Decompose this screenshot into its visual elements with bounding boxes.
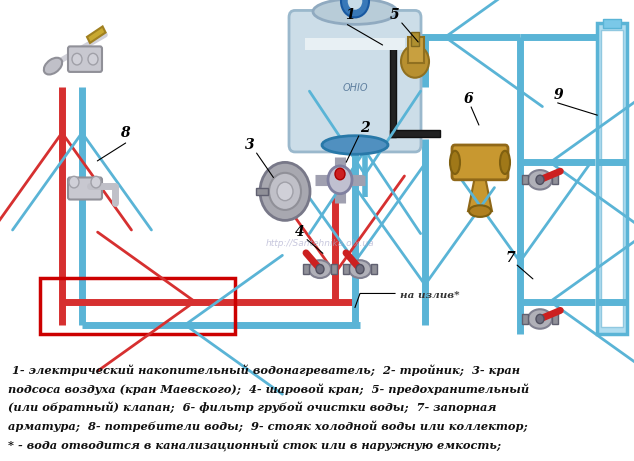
Text: 3: 3 — [245, 138, 255, 152]
Bar — [411, 32, 419, 47]
Circle shape — [335, 168, 345, 180]
Text: 1: 1 — [345, 8, 355, 22]
Ellipse shape — [313, 0, 397, 24]
Text: 4: 4 — [295, 225, 305, 239]
Bar — [597, 23, 627, 334]
Bar — [522, 314, 528, 324]
Bar — [305, 38, 405, 50]
Bar — [390, 44, 396, 137]
FancyBboxPatch shape — [68, 177, 102, 200]
Circle shape — [536, 175, 544, 184]
Bar — [371, 265, 377, 274]
Circle shape — [69, 176, 79, 188]
Circle shape — [536, 314, 544, 324]
Bar — [390, 130, 440, 137]
Ellipse shape — [500, 151, 510, 174]
Bar — [343, 265, 349, 274]
Text: 7: 7 — [505, 250, 515, 265]
Circle shape — [88, 53, 98, 65]
Bar — [603, 18, 621, 28]
Bar — [256, 188, 268, 195]
Text: 1- электрический накопительный водонагреватель;  2- тройник;  3- кран: 1- электрический накопительный водонагре… — [8, 364, 520, 376]
Ellipse shape — [450, 151, 460, 174]
Circle shape — [356, 265, 364, 274]
Bar — [40, 278, 235, 334]
FancyBboxPatch shape — [289, 11, 421, 152]
Bar — [522, 175, 528, 184]
Ellipse shape — [309, 260, 331, 278]
Text: 6: 6 — [463, 92, 473, 106]
Circle shape — [91, 176, 101, 188]
Bar — [552, 314, 558, 324]
Bar — [408, 37, 424, 63]
FancyBboxPatch shape — [452, 145, 508, 180]
Circle shape — [328, 166, 352, 194]
Ellipse shape — [528, 309, 552, 329]
Ellipse shape — [44, 58, 62, 75]
Bar — [601, 30, 623, 327]
Polygon shape — [468, 176, 492, 211]
Text: 2: 2 — [360, 121, 370, 135]
Text: http://Santehnika.olx.ua: http://Santehnika.olx.ua — [266, 239, 374, 248]
FancyBboxPatch shape — [68, 47, 102, 72]
Text: подсоса воздуха (кран Маевского);  4- шаровой кран;  5- предохранительный: подсоса воздуха (кран Маевского); 4- шар… — [8, 383, 529, 395]
Circle shape — [401, 45, 429, 78]
Circle shape — [260, 162, 310, 220]
Text: 5: 5 — [390, 8, 400, 22]
Circle shape — [341, 0, 369, 18]
Ellipse shape — [349, 260, 371, 278]
Circle shape — [277, 182, 293, 201]
Text: 9: 9 — [553, 88, 563, 102]
Text: OHIO: OHIO — [342, 83, 368, 93]
Circle shape — [269, 173, 301, 210]
Ellipse shape — [469, 205, 491, 217]
Bar — [303, 265, 309, 274]
Ellipse shape — [528, 170, 552, 189]
Bar — [552, 175, 558, 184]
Text: арматура;  8- потребители воды;  9- стояк холодной воды или коллектор;: арматура; 8- потребители воды; 9- стояк … — [8, 420, 527, 432]
Circle shape — [72, 53, 82, 65]
Text: (или обратный) клапан;  6- фильтр грубой очистки воды;  7- запорная: (или обратный) клапан; 6- фильтр грубой … — [8, 402, 496, 413]
Bar — [87, 26, 106, 43]
Ellipse shape — [322, 136, 388, 154]
Text: на излив*: на излив* — [400, 291, 460, 300]
Text: 8: 8 — [120, 126, 130, 141]
Text: * - вода отводится в канализационный сток или в наружную емкость;: * - вода отводится в канализационный сто… — [8, 439, 501, 451]
Bar — [331, 265, 337, 274]
Circle shape — [316, 265, 324, 274]
Circle shape — [347, 0, 363, 11]
